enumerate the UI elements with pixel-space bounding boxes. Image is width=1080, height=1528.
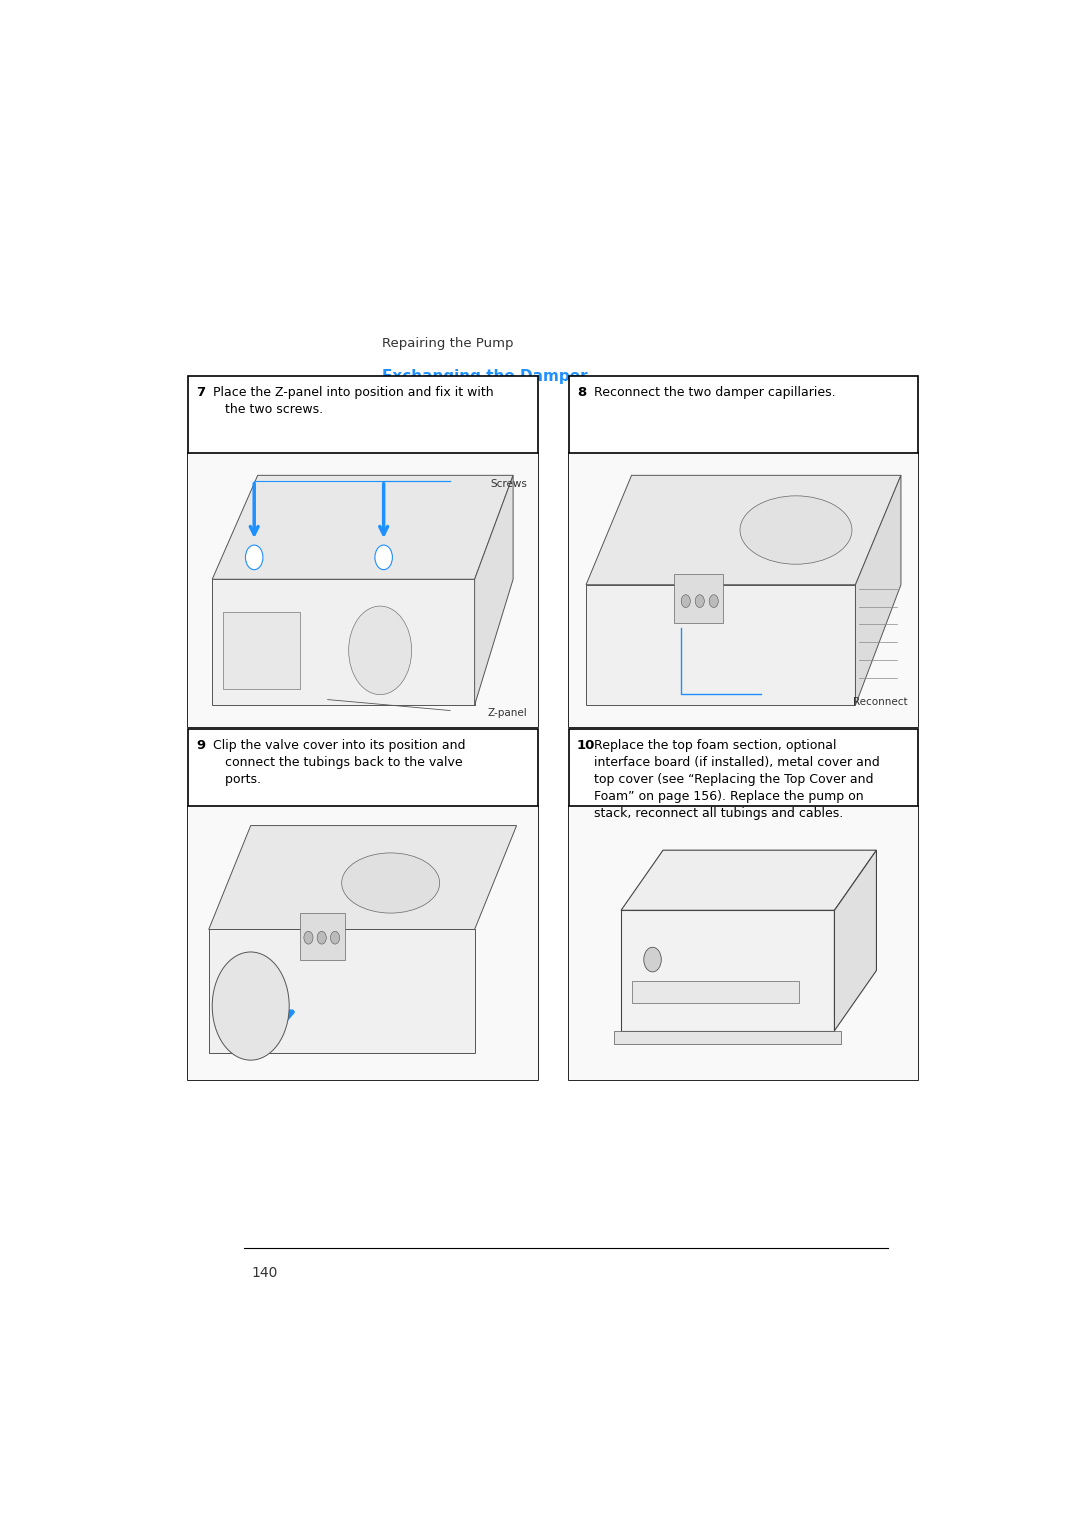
Polygon shape bbox=[586, 475, 901, 585]
Ellipse shape bbox=[740, 497, 852, 564]
Circle shape bbox=[318, 931, 326, 944]
Text: 9: 9 bbox=[197, 738, 205, 752]
Text: 7: 7 bbox=[197, 385, 205, 399]
Bar bbox=[188, 807, 538, 1080]
Text: Repairing the Pump: Repairing the Pump bbox=[382, 338, 513, 350]
Text: 10: 10 bbox=[577, 738, 595, 752]
Bar bbox=[568, 376, 918, 454]
Text: Screws: Screws bbox=[490, 478, 527, 489]
Bar bbox=[568, 729, 918, 807]
Circle shape bbox=[330, 931, 339, 944]
Polygon shape bbox=[621, 850, 877, 911]
Bar bbox=[615, 1031, 841, 1044]
Text: Reconnect the two damper capillaries.: Reconnect the two damper capillaries. bbox=[594, 385, 835, 399]
Bar bbox=[188, 807, 538, 1080]
Bar bbox=[568, 454, 918, 727]
Polygon shape bbox=[474, 475, 513, 704]
Bar bbox=[222, 613, 299, 689]
Circle shape bbox=[644, 947, 661, 972]
Text: Exchanging the Damper: Exchanging the Damper bbox=[382, 370, 588, 384]
Bar bbox=[568, 454, 918, 727]
Bar bbox=[568, 807, 918, 1080]
Text: Place the Z-panel into position and fix it with
   the two screws.: Place the Z-panel into position and fix … bbox=[213, 385, 494, 416]
Bar bbox=[586, 585, 855, 704]
Text: Replace the top foam section, optional
interface board (if installed), metal cov: Replace the top foam section, optional i… bbox=[594, 738, 879, 819]
Circle shape bbox=[349, 607, 411, 695]
Bar bbox=[568, 807, 918, 1080]
Polygon shape bbox=[855, 475, 901, 704]
Circle shape bbox=[710, 594, 718, 608]
Bar bbox=[188, 454, 538, 727]
Text: Reconnect: Reconnect bbox=[853, 697, 908, 707]
Bar bbox=[188, 454, 538, 727]
Text: 8: 8 bbox=[577, 385, 586, 399]
Polygon shape bbox=[213, 475, 513, 579]
Ellipse shape bbox=[341, 853, 440, 914]
Circle shape bbox=[213, 952, 289, 1060]
Bar bbox=[213, 579, 474, 704]
Text: Clip the valve cover into its position and
   connect the tubings back to the va: Clip the valve cover into its position a… bbox=[213, 738, 465, 785]
Circle shape bbox=[696, 594, 704, 608]
Bar bbox=[188, 729, 538, 807]
Polygon shape bbox=[835, 850, 877, 1031]
Bar bbox=[621, 911, 835, 1031]
Circle shape bbox=[245, 545, 262, 570]
Bar bbox=[299, 914, 346, 960]
Circle shape bbox=[303, 931, 313, 944]
Polygon shape bbox=[208, 825, 516, 929]
Bar bbox=[208, 929, 474, 1053]
Bar bbox=[674, 575, 723, 623]
Text: Z-panel: Z-panel bbox=[487, 709, 527, 718]
Circle shape bbox=[375, 545, 392, 570]
Bar bbox=[188, 376, 538, 454]
Bar bbox=[632, 981, 799, 1004]
Text: 140: 140 bbox=[252, 1265, 278, 1280]
Circle shape bbox=[681, 594, 690, 608]
